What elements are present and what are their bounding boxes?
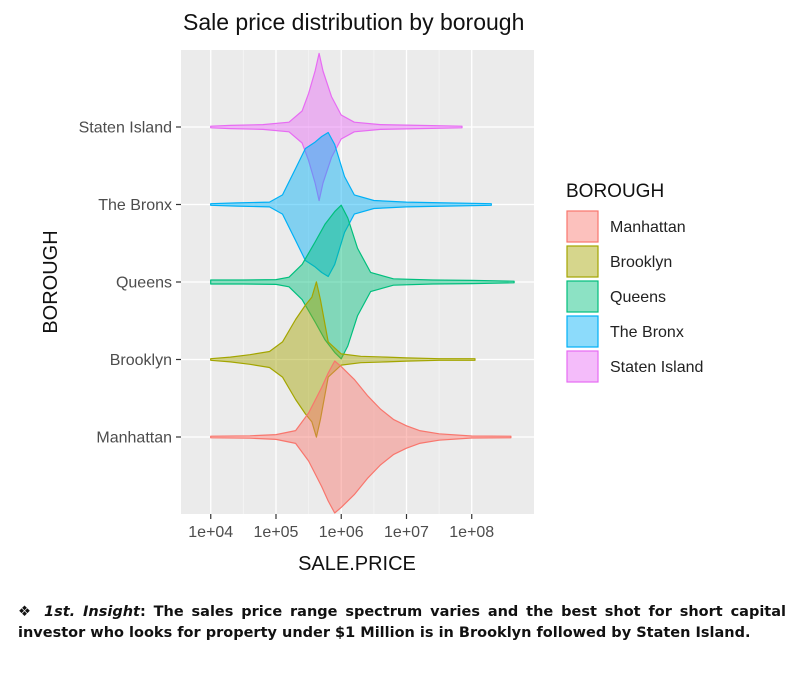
violin-the-bronx	[210, 131, 492, 278]
violin-brooklyn	[210, 281, 476, 438]
legend-swatch	[566, 210, 599, 243]
y-axis-title: BOROUGH	[40, 230, 62, 333]
violin-chart: Sale price distribution by borough Manha…	[40, 9, 703, 575]
legend-label: The Bronx	[610, 324, 684, 341]
x-tick-label: 1e+06	[319, 524, 364, 541]
x-tick-label: 1e+04	[188, 524, 233, 541]
y-tick-label: The Bronx	[98, 197, 172, 214]
x-tick-label: 1e+05	[254, 524, 299, 541]
violin-staten-island	[210, 52, 463, 202]
legend-label: Staten Island	[610, 359, 703, 376]
legend-label: Manhattan	[610, 219, 686, 236]
y-tick-label: Brooklyn	[110, 352, 172, 369]
y-axis: Manhattan Brooklyn Queens The Bronx Staten I…	[79, 120, 181, 447]
violin-queens	[210, 204, 515, 360]
legend-label: Queens	[610, 289, 666, 306]
insight-text: : The sales price range spectrum varies …	[18, 604, 786, 641]
insight-label: 1st. Insight	[44, 604, 140, 620]
insight-note: ❖ 1st. Insight: The sales price range spe…	[18, 602, 786, 644]
y-tick-label: Manhattan	[96, 430, 172, 447]
x-axis-title: SALE.PRICE	[298, 553, 416, 575]
legend-swatch	[566, 315, 599, 348]
legend-swatch	[566, 280, 599, 313]
x-tick-label: 1e+08	[449, 524, 494, 541]
x-tick-label: 1e+07	[384, 524, 429, 541]
y-tick-label: Queens	[116, 275, 172, 292]
violins	[210, 52, 515, 514]
legend-swatch	[566, 350, 599, 383]
y-tick-label: Staten Island	[79, 120, 172, 137]
x-axis: 1e+04 1e+05 1e+06 1e+07 1e+08	[188, 514, 494, 541]
bullet-icon: ❖	[18, 604, 31, 620]
legend-swatch	[566, 245, 599, 278]
violin-manhattan	[210, 360, 512, 514]
legend-title: BOROUGH	[566, 181, 664, 202]
chart-title: Sale price distribution by borough	[183, 9, 524, 35]
legend-label: Brooklyn	[610, 254, 672, 271]
legend: BOROUGH Manhattan Brooklyn Queens The Bronx…	[566, 181, 703, 383]
